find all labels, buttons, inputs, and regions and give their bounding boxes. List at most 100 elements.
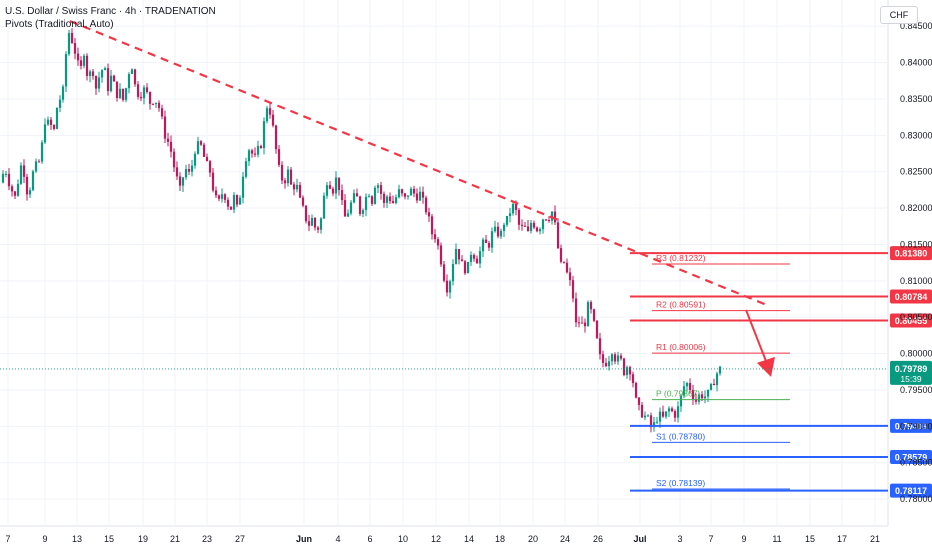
candle-body — [349, 202, 353, 214]
candle-body — [259, 145, 263, 149]
candle-body — [652, 422, 656, 428]
candle-body — [574, 298, 578, 323]
candle-body — [649, 415, 653, 428]
candle-body — [397, 189, 401, 198]
candle-body — [127, 74, 131, 89]
candle-body — [364, 196, 368, 211]
price-axis[interactable]: 0.84500 0.84000 0.83500 0.83000 0.82500 0.820… — [900, 21, 932, 504]
level-price-tag — [890, 313, 932, 328]
candle-body — [415, 193, 419, 201]
candle-body — [82, 55, 86, 66]
candle-body — [22, 165, 26, 177]
candle-body — [115, 81, 119, 99]
candle-body — [388, 196, 392, 202]
candle-body — [46, 119, 50, 125]
time-tick-label: 10 — [398, 534, 408, 544]
candle-body — [481, 239, 485, 252]
candle-body — [40, 142, 44, 162]
candle-body — [157, 102, 161, 109]
candle-body — [121, 88, 125, 100]
candle-body — [43, 124, 47, 143]
candle-body — [565, 262, 569, 273]
level-price-label: 0.79006 — [895, 421, 928, 431]
time-tick-label: 14 — [464, 534, 474, 544]
candle-body — [559, 248, 563, 262]
level-price-tag — [890, 246, 932, 261]
candle-body — [712, 383, 716, 386]
time-tick-label: 15 — [805, 534, 815, 544]
candle-body — [331, 188, 335, 194]
candle-body — [184, 169, 188, 178]
candle-body — [412, 188, 416, 194]
candle-body — [79, 60, 83, 66]
candle-body — [505, 215, 509, 225]
candle-body — [457, 248, 461, 260]
candle-body — [340, 190, 344, 201]
candle-body — [28, 190, 32, 195]
time-tick-label: 9 — [42, 534, 47, 544]
candle-body — [292, 184, 296, 190]
candle-body — [241, 176, 245, 198]
candle-body — [193, 153, 197, 166]
candle-body — [682, 386, 686, 396]
candle-body — [688, 383, 692, 390]
candle-body — [280, 164, 284, 181]
candle-body — [421, 191, 425, 198]
candle-body — [370, 196, 374, 204]
currency-button[interactable]: CHF — [880, 6, 918, 24]
candle-body — [244, 161, 248, 177]
candle-body — [286, 169, 290, 184]
time-tick-label: 9 — [741, 534, 746, 544]
candle-body — [226, 199, 230, 207]
candle-body — [4, 173, 8, 175]
candle-body — [553, 211, 557, 223]
candle-body — [520, 224, 524, 226]
candle-body — [394, 197, 398, 203]
time-tick-label: 24 — [560, 534, 570, 544]
candle-body — [550, 211, 554, 221]
last-price-label: 0.79789 — [895, 364, 928, 374]
candle-body — [130, 69, 134, 75]
candle-body — [361, 210, 365, 214]
candle-body — [37, 161, 41, 163]
candle-body — [715, 373, 719, 386]
candle-body — [589, 302, 593, 310]
level-price-tag — [890, 418, 932, 433]
candle-body — [604, 362, 608, 367]
pivot-label: R2 (0.80591) — [656, 300, 706, 310]
candle-body — [355, 193, 359, 197]
candle-body — [442, 264, 446, 281]
candle-body — [181, 177, 185, 186]
candle-body — [493, 226, 497, 232]
time-tick-label: 19 — [138, 534, 148, 544]
candle-body — [172, 151, 176, 168]
candle-body — [13, 191, 17, 196]
price-tick-label: 0.81500 — [900, 239, 932, 249]
candle-body — [316, 227, 320, 230]
candle-body — [628, 367, 632, 375]
candle-body — [253, 153, 257, 155]
candle-body — [283, 180, 287, 184]
candle-body — [34, 161, 38, 172]
candle-body — [70, 32, 74, 44]
candle-body — [328, 185, 332, 189]
candle-body — [679, 395, 683, 407]
candle-body — [655, 421, 659, 423]
time-axis[interactable]: 7 9 13 15 19 21 23 27 Jun 4 6 10 12 14 18 20 24 26 Jul 3 7 9 1… — [5, 534, 880, 544]
candle-body — [358, 196, 362, 214]
time-tick-label: 7 — [708, 534, 713, 544]
horizontal-levels[interactable]: 0.81380 0.80784 0.80455 0.79006 0.78579 0.781… — [0, 246, 932, 498]
candle-body — [304, 205, 308, 222]
candle-body — [685, 383, 689, 387]
candle-body — [250, 150, 254, 154]
time-tick-label: 18 — [495, 534, 505, 544]
candle-body — [187, 169, 191, 172]
candle-body — [577, 322, 581, 324]
candle-body — [202, 144, 206, 157]
candle-body — [568, 272, 572, 281]
candle-body — [646, 415, 650, 417]
candle-body — [538, 229, 542, 232]
candle-body — [409, 188, 413, 196]
candle-body — [7, 173, 11, 187]
